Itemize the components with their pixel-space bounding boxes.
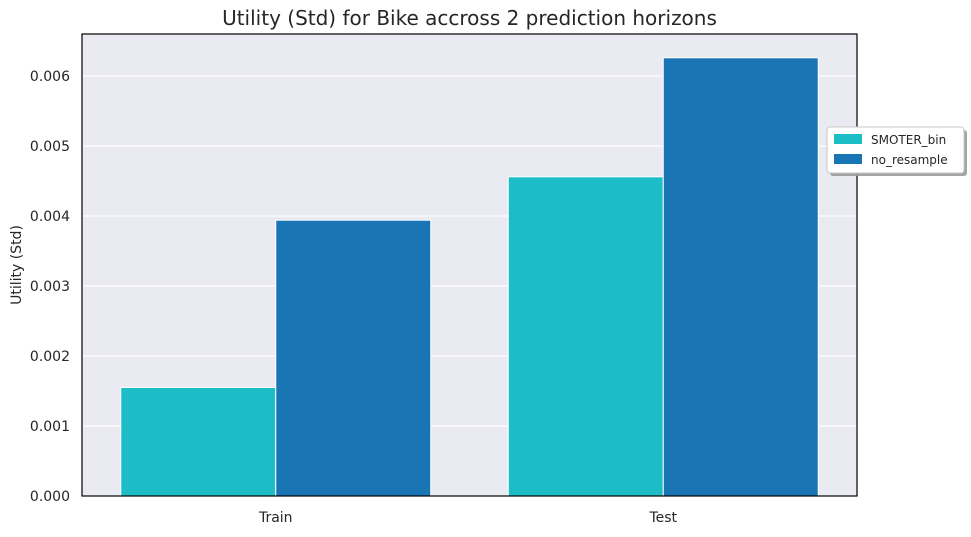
legend: SMOTER_bin no_resample <box>826 126 967 176</box>
y-tick-label: 0.005 <box>30 139 70 155</box>
y-tick-label: 0.002 <box>30 349 70 365</box>
x-tick-label: Train <box>258 510 293 526</box>
y-axis-label: Utility (Std) <box>9 225 25 305</box>
chart-title: Utility (Std) for Bike accross 2 predict… <box>222 6 717 30</box>
x-tick-label: Test <box>648 510 677 526</box>
legend-entry-label: SMOTER_bin <box>871 133 946 147</box>
legend-swatch <box>834 154 862 164</box>
bar-no-resample-test <box>662 57 819 497</box>
y-axis-ticks: 0.000 0.001 0.002 0.003 0.004 0.005 0.006 <box>30 69 70 505</box>
y-tick-label: 0.003 <box>30 279 70 295</box>
bar-smoter-bin-train <box>120 387 277 497</box>
plot-frame <box>81 33 858 497</box>
bar-smoter-bin-test <box>507 176 664 497</box>
y-tick-label: 0.006 <box>30 69 70 85</box>
bar-no-resample-train <box>275 219 432 497</box>
y-tick-label: 0.004 <box>30 209 70 225</box>
y-tick-label: 0.000 <box>30 489 70 505</box>
legend-entry-label: no_resample <box>871 153 948 167</box>
legend-swatch <box>834 134 862 144</box>
y-tick-label: 0.001 <box>30 419 70 435</box>
x-axis-ticks: Train Test <box>258 510 678 526</box>
